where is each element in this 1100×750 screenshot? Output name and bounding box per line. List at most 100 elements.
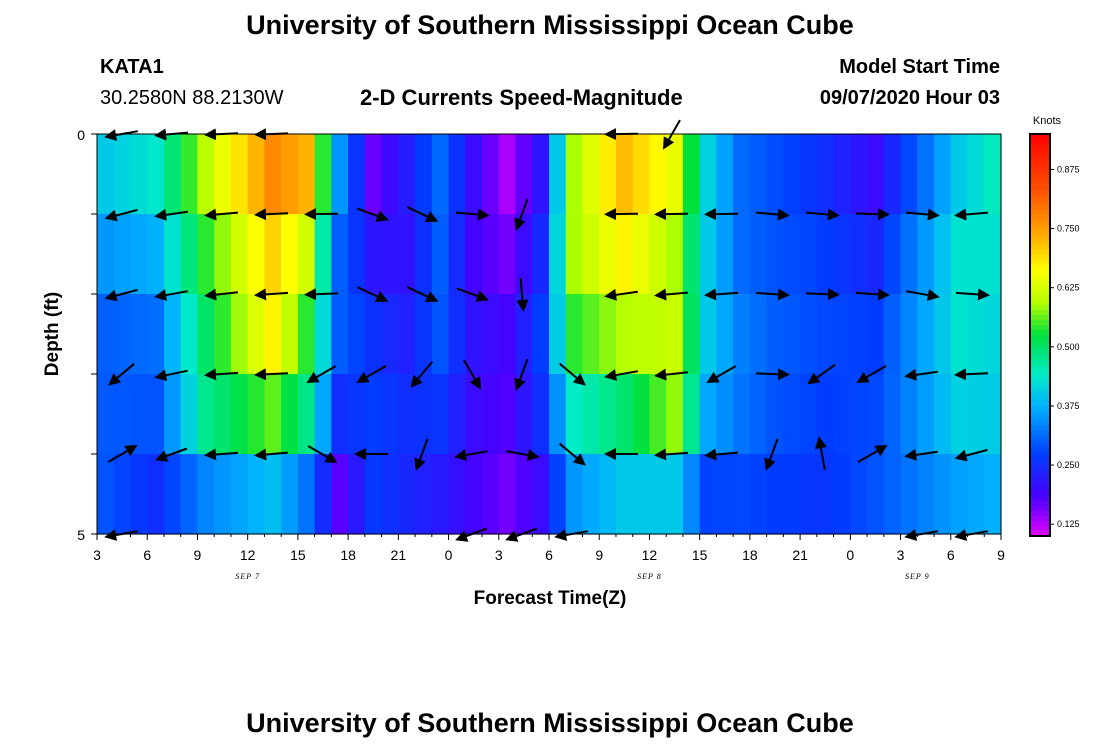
heat-cell — [214, 214, 232, 295]
heat-cell — [314, 134, 332, 215]
colorbar-swatch — [1030, 139, 1050, 145]
heat-cell — [716, 374, 734, 455]
heat-cell — [230, 134, 249, 215]
heat-cell — [632, 214, 651, 295]
heat-cell — [281, 454, 299, 535]
colorbar-swatch — [1030, 144, 1050, 150]
colorbar-swatch — [1030, 229, 1050, 236]
model-start-value: 09/07/2020 Hour 03 — [819, 87, 1000, 109]
colorbar-swatch — [1030, 390, 1050, 396]
current-arrow — [104, 288, 138, 302]
colorbar-swatch — [1030, 490, 1050, 497]
heat-cell — [281, 374, 299, 455]
page-title-top: University of Southern Mississippi Ocean… — [246, 10, 854, 40]
heat-cell — [415, 294, 433, 375]
colorbar-swatch — [1030, 329, 1050, 336]
colorbar-swatch — [1030, 435, 1050, 442]
heat-cell — [331, 214, 349, 295]
heat-cell — [549, 374, 567, 455]
colorbar-swatch — [1030, 159, 1050, 165]
current-arrow — [604, 288, 638, 301]
heat-cell — [766, 454, 784, 535]
heat-cell — [733, 374, 751, 455]
heat-cell — [130, 134, 148, 215]
x-tick-label: 12 — [642, 547, 658, 563]
colorbar-tick-label: 0.250 — [1057, 460, 1080, 470]
heat-cell — [716, 454, 734, 535]
heat-cell — [113, 454, 132, 535]
heat-cell — [147, 214, 165, 295]
current-arrow — [454, 449, 488, 461]
x-tick-label: 0 — [445, 547, 453, 563]
colorbar-swatch — [1030, 370, 1050, 376]
heat-cell — [498, 134, 517, 215]
current-arrow — [204, 368, 239, 381]
heat-cell — [163, 294, 182, 375]
heat-cell — [900, 374, 918, 455]
heat-cell — [582, 134, 600, 215]
x-tick-label: 15 — [290, 547, 306, 563]
colorbar-swatch — [1030, 299, 1050, 306]
station-coordinates: 30.2580N 88.2130W — [100, 87, 284, 109]
heat-cell — [214, 374, 232, 455]
heat-cell — [230, 214, 249, 295]
current-arrow — [806, 208, 840, 221]
heat-cell — [565, 134, 584, 215]
heat-cell — [314, 294, 332, 375]
heat-cell — [900, 294, 918, 375]
heat-cell — [348, 294, 366, 375]
current-arrow — [756, 208, 790, 221]
heat-cell — [783, 214, 801, 295]
current-arrow — [104, 208, 138, 222]
heat-cell — [398, 294, 416, 375]
x-tick-label: 6 — [947, 547, 955, 563]
heat-cell — [800, 454, 818, 535]
heat-cell — [699, 134, 718, 215]
current-arrow — [307, 445, 338, 463]
heat-cell — [599, 294, 617, 375]
heat-cell — [264, 214, 282, 295]
heat-cell — [632, 454, 651, 535]
heat-cell — [197, 454, 215, 535]
heat-cell — [867, 134, 885, 215]
heat-cell — [984, 454, 1002, 535]
current-arrow — [805, 288, 840, 301]
heat-cell — [214, 294, 232, 375]
heat-cell — [766, 134, 784, 215]
heat-cell — [364, 134, 383, 215]
heat-cell — [515, 454, 533, 535]
heat-cell — [465, 134, 483, 215]
heat-cell — [850, 454, 868, 535]
heat-cell — [297, 214, 316, 295]
colorbar-swatch — [1030, 249, 1050, 256]
x-tick-label: 12 — [240, 547, 256, 563]
heat-cell — [934, 294, 952, 375]
heat-cell — [917, 374, 935, 455]
current-arrow — [857, 445, 888, 463]
colorbar-swatch — [1030, 179, 1050, 185]
heat-cell — [515, 374, 533, 455]
heat-cell — [448, 294, 466, 375]
current-arrow — [755, 368, 790, 381]
heat-cell — [197, 374, 215, 455]
heat-cell — [163, 134, 182, 215]
heat-cell — [97, 294, 115, 375]
colorbar-swatch — [1030, 264, 1050, 271]
heat-cell — [532, 214, 550, 295]
heat-cell — [649, 454, 667, 535]
colorbar-swatch — [1030, 420, 1050, 427]
current-arrow — [855, 208, 890, 221]
current-arrow — [254, 208, 289, 221]
current-arrow — [414, 438, 429, 471]
heat-cell — [364, 374, 383, 455]
heat-cell — [314, 374, 332, 455]
colorbar-unit: Knots — [1033, 115, 1062, 127]
heat-cell — [950, 374, 969, 455]
heat-cell — [348, 134, 366, 215]
heat-cell — [163, 214, 182, 295]
heat-cell — [716, 214, 734, 295]
heat-cell — [783, 294, 801, 375]
heat-cell — [615, 214, 634, 295]
heat-cell — [934, 374, 952, 455]
